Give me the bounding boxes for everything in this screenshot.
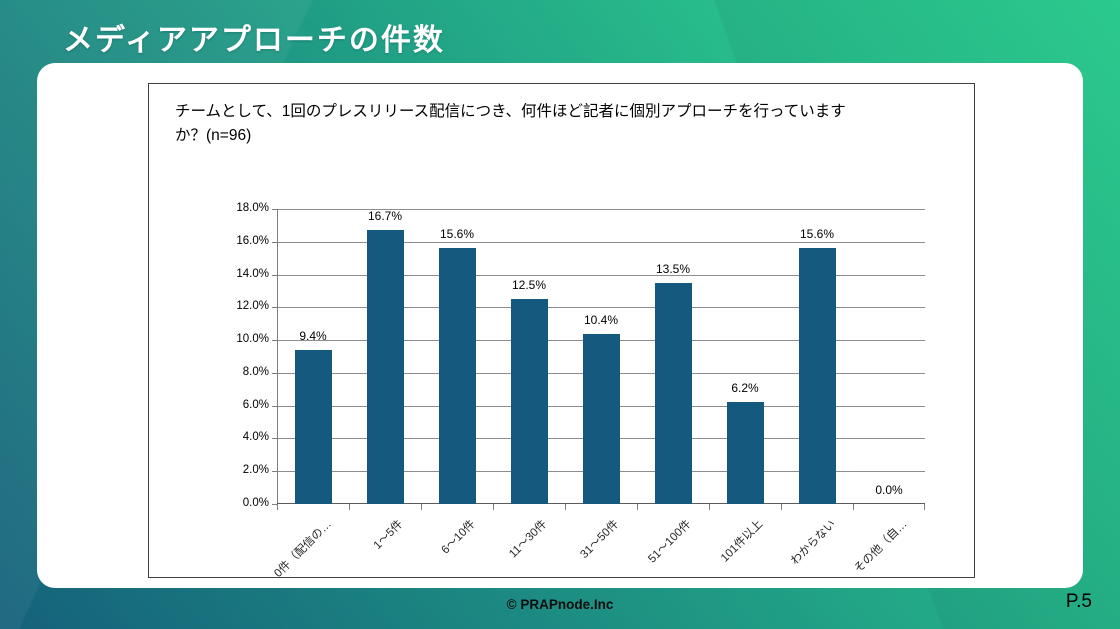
bar-value-label: 15.6% [799,227,835,242]
gridline [277,274,925,276]
chart-title: チームとして、1回のプレスリリース配信につき、何件ほど記者に個別アプローチを行っ… [175,103,846,144]
y-tick-label: 0.0% [242,497,269,509]
y-axis-tick [272,241,277,243]
x-axis-tick [637,504,638,510]
content-card: チームとして、1回のプレスリリース配信につき、何件ほど記者に個別アプローチを行っ… [37,63,1083,588]
y-axis-line [277,209,278,504]
y-tick-label: 10.0% [236,333,269,346]
gridline [277,209,925,210]
y-axis-tick [272,274,277,276]
x-axis-tick [924,504,925,510]
x-axis-tick [565,504,566,510]
y-axis-tick [272,307,277,309]
x-category-label: 1～5件 [371,518,406,552]
y-tick-label: 6.0% [242,398,269,411]
y-tick-label: 16.0% [236,234,269,247]
bar-value-label: 10.4% [583,312,619,327]
bar [294,349,332,504]
bar-value-label: 16.7% [367,209,403,224]
y-axis-tick [272,372,277,374]
y-axis-tick [272,471,277,473]
bar-value-label: 15.6% [439,227,475,242]
y-tick-label: 2.0% [242,464,269,477]
x-axis-tick [493,504,494,510]
y-tick-label: 18.0% [236,202,269,214]
bar-value-label: 0.0% [875,483,903,497]
gridline [277,241,925,243]
bar [654,282,692,504]
bar [726,402,764,504]
y-tick-label: 14.0% [236,267,269,280]
y-axis-tick [272,340,277,342]
x-category-label: 0件（配信の… [271,518,334,580]
bar [510,299,548,504]
x-category-label: 31～50件 [578,518,622,561]
x-axis-tick [853,504,854,510]
y-axis-tick [272,438,277,440]
x-axis-tick [781,504,782,510]
x-axis-tick [277,504,278,510]
bar-chart: チームとして、1回のプレスリリース配信につき、何件ほど記者に個別アプローチを行っ… [148,83,975,580]
x-category-label: 101件以上 [719,518,766,565]
footer-copyright: © PRAPnode.Inc [506,597,614,612]
x-category-label: 51～100件 [646,518,694,566]
gridline [277,307,925,309]
x-axis-tick [421,504,422,510]
plot-area: 0.0% 2.0% 4.0% 6.0% 8.0% 10.0% 12.0% 14.0% 16.0%… [236,202,925,580]
y-axis-tick [272,504,277,505]
bar [366,230,404,504]
x-axis-tick [709,504,710,510]
y-axis-tick [272,209,277,210]
x-category-label: 6～10件 [439,518,478,557]
y-tick-label: 4.0% [242,431,269,444]
x-axis-tick [349,504,350,510]
bar-value-label: 12.5% [511,278,547,293]
bar [582,333,620,504]
bar-value-label: 6.2% [731,381,759,396]
bar [798,248,836,504]
y-tick-label: 8.0% [242,365,269,378]
bar-value-label: 13.5% [655,261,691,276]
slide-title: メディアアプローチの件数 [63,24,445,57]
x-category-label: 11～30件 [507,518,550,561]
x-category-label: その他（自… [852,518,910,576]
y-axis-tick [272,405,277,407]
x-category-label: わからない [788,518,838,568]
page-number: P.5 [1065,591,1092,612]
y-tick-label: 12.0% [236,300,269,313]
bar-value-label: 9.4% [299,328,327,343]
bar [438,248,476,504]
